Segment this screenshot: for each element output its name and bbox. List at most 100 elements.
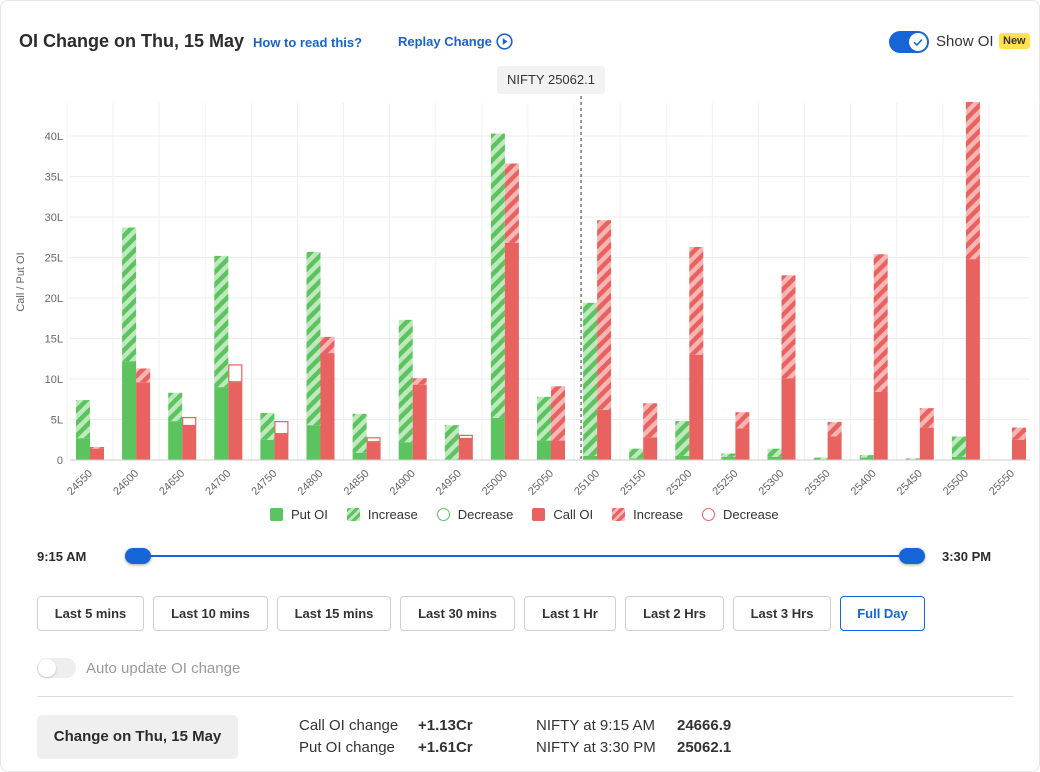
put-increase-bar bbox=[629, 448, 644, 459]
put-oi-bar bbox=[859, 457, 874, 460]
call-oi-bar bbox=[781, 378, 796, 460]
call-increase-bar bbox=[689, 246, 704, 355]
page-title: OI Change on Thu, 15 May bbox=[19, 31, 245, 51]
play-circle-icon[interactable] bbox=[496, 33, 513, 50]
call-increase-bar bbox=[1012, 427, 1026, 440]
call-oi-change-value: +1.13Cr bbox=[418, 717, 473, 734]
time-slider-track[interactable] bbox=[138, 555, 912, 557]
last-3-hrs-button[interactable]: Last 3 Hrs bbox=[733, 596, 831, 631]
x-tick-label: 25500 bbox=[941, 468, 971, 498]
last-30-mins-button[interactable]: Last 30 mins bbox=[400, 596, 515, 631]
slider-end-handle[interactable] bbox=[899, 548, 925, 564]
call-increase-bar bbox=[735, 412, 750, 429]
call-increase-bar bbox=[551, 386, 565, 441]
call-decrease-bar bbox=[182, 416, 197, 427]
legend-put-oi[interactable]: Put OI bbox=[270, 507, 328, 522]
call-oi-bar bbox=[274, 434, 289, 460]
legend-call-oi[interactable]: Call OI bbox=[532, 507, 593, 522]
x-tick-label: 24600 bbox=[111, 468, 141, 498]
call-oi-swatch bbox=[532, 508, 546, 521]
call-oi-bar bbox=[458, 438, 473, 460]
toggle-knob bbox=[909, 33, 927, 51]
call-decrease-bar bbox=[274, 421, 289, 435]
slider-start-handle[interactable] bbox=[125, 548, 151, 564]
call-oi-bar bbox=[504, 242, 519, 460]
put-increase-bar bbox=[398, 319, 413, 443]
call-decrease-bar bbox=[458, 434, 473, 440]
put-increase-bar bbox=[813, 457, 828, 460]
y-tick-label: 35L bbox=[45, 172, 63, 184]
last-2-hrs-button[interactable]: Last 2 Hrs bbox=[625, 596, 724, 631]
put-increase-bar bbox=[767, 448, 782, 457]
put-oi-bar bbox=[629, 458, 644, 460]
call-increase-bar bbox=[504, 163, 519, 243]
legend-call-decrease[interactable]: Decrease bbox=[701, 507, 779, 522]
legend-put-decrease[interactable]: Decrease bbox=[436, 507, 514, 522]
call-decrease-swatch bbox=[701, 508, 715, 521]
auto-update-toggle[interactable] bbox=[37, 658, 76, 678]
put-oi-bar bbox=[537, 440, 551, 460]
call-increase-bar bbox=[965, 101, 980, 260]
call-oi-bar bbox=[827, 436, 842, 460]
put-increase-bar bbox=[306, 251, 321, 426]
call-oi-bar bbox=[919, 427, 934, 460]
put-oi-bar bbox=[214, 387, 229, 460]
call-oi-bar bbox=[689, 354, 704, 460]
x-tick-label: 25200 bbox=[664, 468, 694, 498]
call-increase-bar bbox=[597, 220, 612, 410]
last-15-mins-button[interactable]: Last 15 mins bbox=[277, 596, 391, 631]
full-day-button[interactable]: Full Day bbox=[840, 596, 925, 631]
put-oi-bar bbox=[490, 417, 505, 460]
y-tick-label: 30L bbox=[45, 212, 63, 224]
call-oi-bar bbox=[228, 382, 243, 460]
put-oi-bar bbox=[122, 361, 137, 460]
put-oi-bar bbox=[675, 455, 690, 460]
put-oi-bar bbox=[306, 425, 321, 460]
legend-put-increase[interactable]: Increase bbox=[346, 507, 418, 522]
call-oi-bar bbox=[90, 448, 104, 460]
y-tick-label: 5L bbox=[51, 415, 63, 427]
last-5-mins-button[interactable]: Last 5 mins bbox=[37, 596, 144, 631]
call-oi-bar bbox=[735, 428, 750, 460]
chart-legend: Put OI Increase Decrease Call OI Increas… bbox=[270, 507, 798, 522]
legend-label: Decrease bbox=[457, 507, 514, 522]
chart-grid bbox=[66, 103, 1036, 460]
check-icon bbox=[913, 38, 923, 47]
y-tick-label: 25L bbox=[45, 253, 63, 265]
put-increase-bar bbox=[951, 436, 966, 457]
put-oi-bar bbox=[398, 442, 413, 460]
put-oi-change-label: Put OI change bbox=[299, 739, 395, 756]
replay-change-link[interactable]: Replay Change bbox=[398, 34, 492, 49]
new-badge: New bbox=[999, 33, 1030, 49]
last-1-hr-button[interactable]: Last 1 Hr bbox=[524, 596, 616, 631]
put-increase-bar bbox=[490, 133, 505, 418]
x-tick-label: 25100 bbox=[572, 468, 602, 498]
auto-update-label: Auto update OI change bbox=[86, 660, 241, 677]
call-oi-bar bbox=[873, 391, 888, 460]
legend-call-increase[interactable]: Increase bbox=[612, 507, 683, 522]
y-axis-title: Call / Put OI bbox=[15, 252, 27, 311]
show-oi-toggle[interactable] bbox=[889, 31, 929, 53]
put-increase-bar bbox=[122, 227, 137, 362]
spot-tooltip: NIFTY 25062.1 bbox=[497, 66, 605, 94]
put-increase-swatch bbox=[346, 508, 360, 521]
change-date-button[interactable]: Change on Thu, 15 May bbox=[37, 715, 238, 759]
last-10-mins-button[interactable]: Last 10 mins bbox=[153, 596, 268, 631]
put-oi-bar bbox=[168, 421, 183, 460]
put-increase-bar bbox=[905, 458, 920, 460]
call-oi-bar bbox=[182, 425, 197, 460]
call-increase-bar bbox=[412, 378, 427, 385]
nifty-close-value: 25062.1 bbox=[677, 739, 732, 756]
x-tick-label: 25450 bbox=[895, 468, 925, 498]
call-increase-bar bbox=[136, 368, 151, 383]
legend-label: Increase bbox=[633, 507, 683, 522]
x-tick-label: 24550 bbox=[65, 468, 95, 498]
x-tick-label: 24950 bbox=[434, 468, 464, 498]
call-oi-bar bbox=[320, 353, 335, 460]
toggle-knob bbox=[38, 659, 56, 677]
put-increase-bar bbox=[675, 421, 690, 456]
how-to-read-link[interactable]: How to read this? bbox=[253, 35, 363, 50]
put-oi-swatch bbox=[270, 508, 283, 521]
call-oi-bar bbox=[412, 384, 427, 460]
call-oi-bar bbox=[597, 409, 612, 460]
